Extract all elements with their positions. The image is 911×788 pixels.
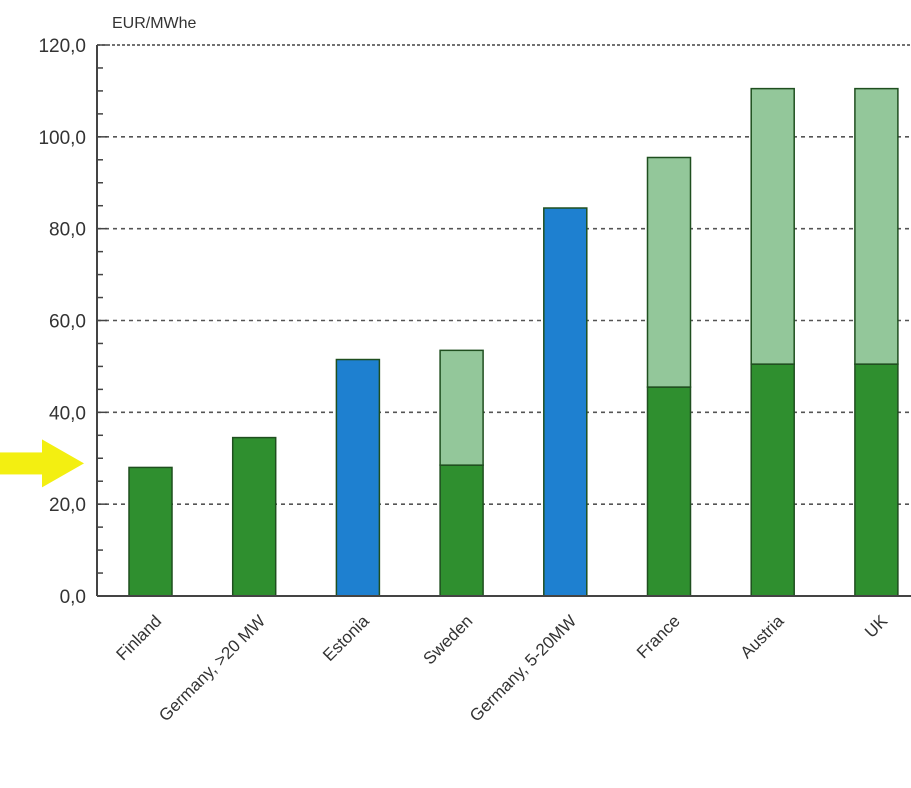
bar-base-austria	[750, 363, 795, 597]
bar-base-finland	[128, 466, 173, 597]
bar-base-estonia	[335, 358, 381, 597]
x-category-label: Germany, 5-20MW	[466, 611, 580, 725]
x-category-label: Austria	[737, 611, 788, 662]
bar-base-germany-20-mw	[231, 436, 277, 597]
y-tick-label: 100,0	[38, 128, 86, 149]
y-tick-label: 0,0	[60, 587, 86, 608]
axes	[96, 44, 911, 597]
bar-upper-austria	[750, 87, 795, 365]
x-category-label: UK	[861, 611, 892, 642]
y-tick-label: 80,0	[49, 220, 86, 241]
highlight-arrow	[0, 439, 84, 488]
y-axis-unit-label: EUR/MWhe	[112, 15, 197, 32]
bar-base-sweden	[439, 464, 484, 597]
bar-base-germany-5-20mw	[543, 207, 588, 597]
y-tick-label: 40,0	[49, 403, 86, 424]
bar-upper-uk	[854, 87, 899, 365]
x-category-label: Germany, >20 MW	[155, 611, 269, 725]
bar-base-france	[646, 386, 692, 597]
arrow-shaft	[0, 452, 48, 475]
y-tick-label: 60,0	[49, 312, 86, 333]
x-category-label: Finland	[112, 611, 165, 664]
x-category-label: Estonia	[319, 611, 373, 665]
y-tick-label: 20,0	[49, 495, 86, 516]
x-category-label: France	[633, 611, 684, 662]
arrow-head	[42, 439, 84, 488]
bars	[128, 87, 899, 597]
bar-upper-france	[646, 156, 692, 388]
bar-upper-sweden	[439, 349, 484, 466]
y-tick-label: 120,0	[38, 36, 86, 57]
x-category-label: Sweden	[420, 611, 477, 668]
bar-base-uk	[854, 363, 899, 597]
